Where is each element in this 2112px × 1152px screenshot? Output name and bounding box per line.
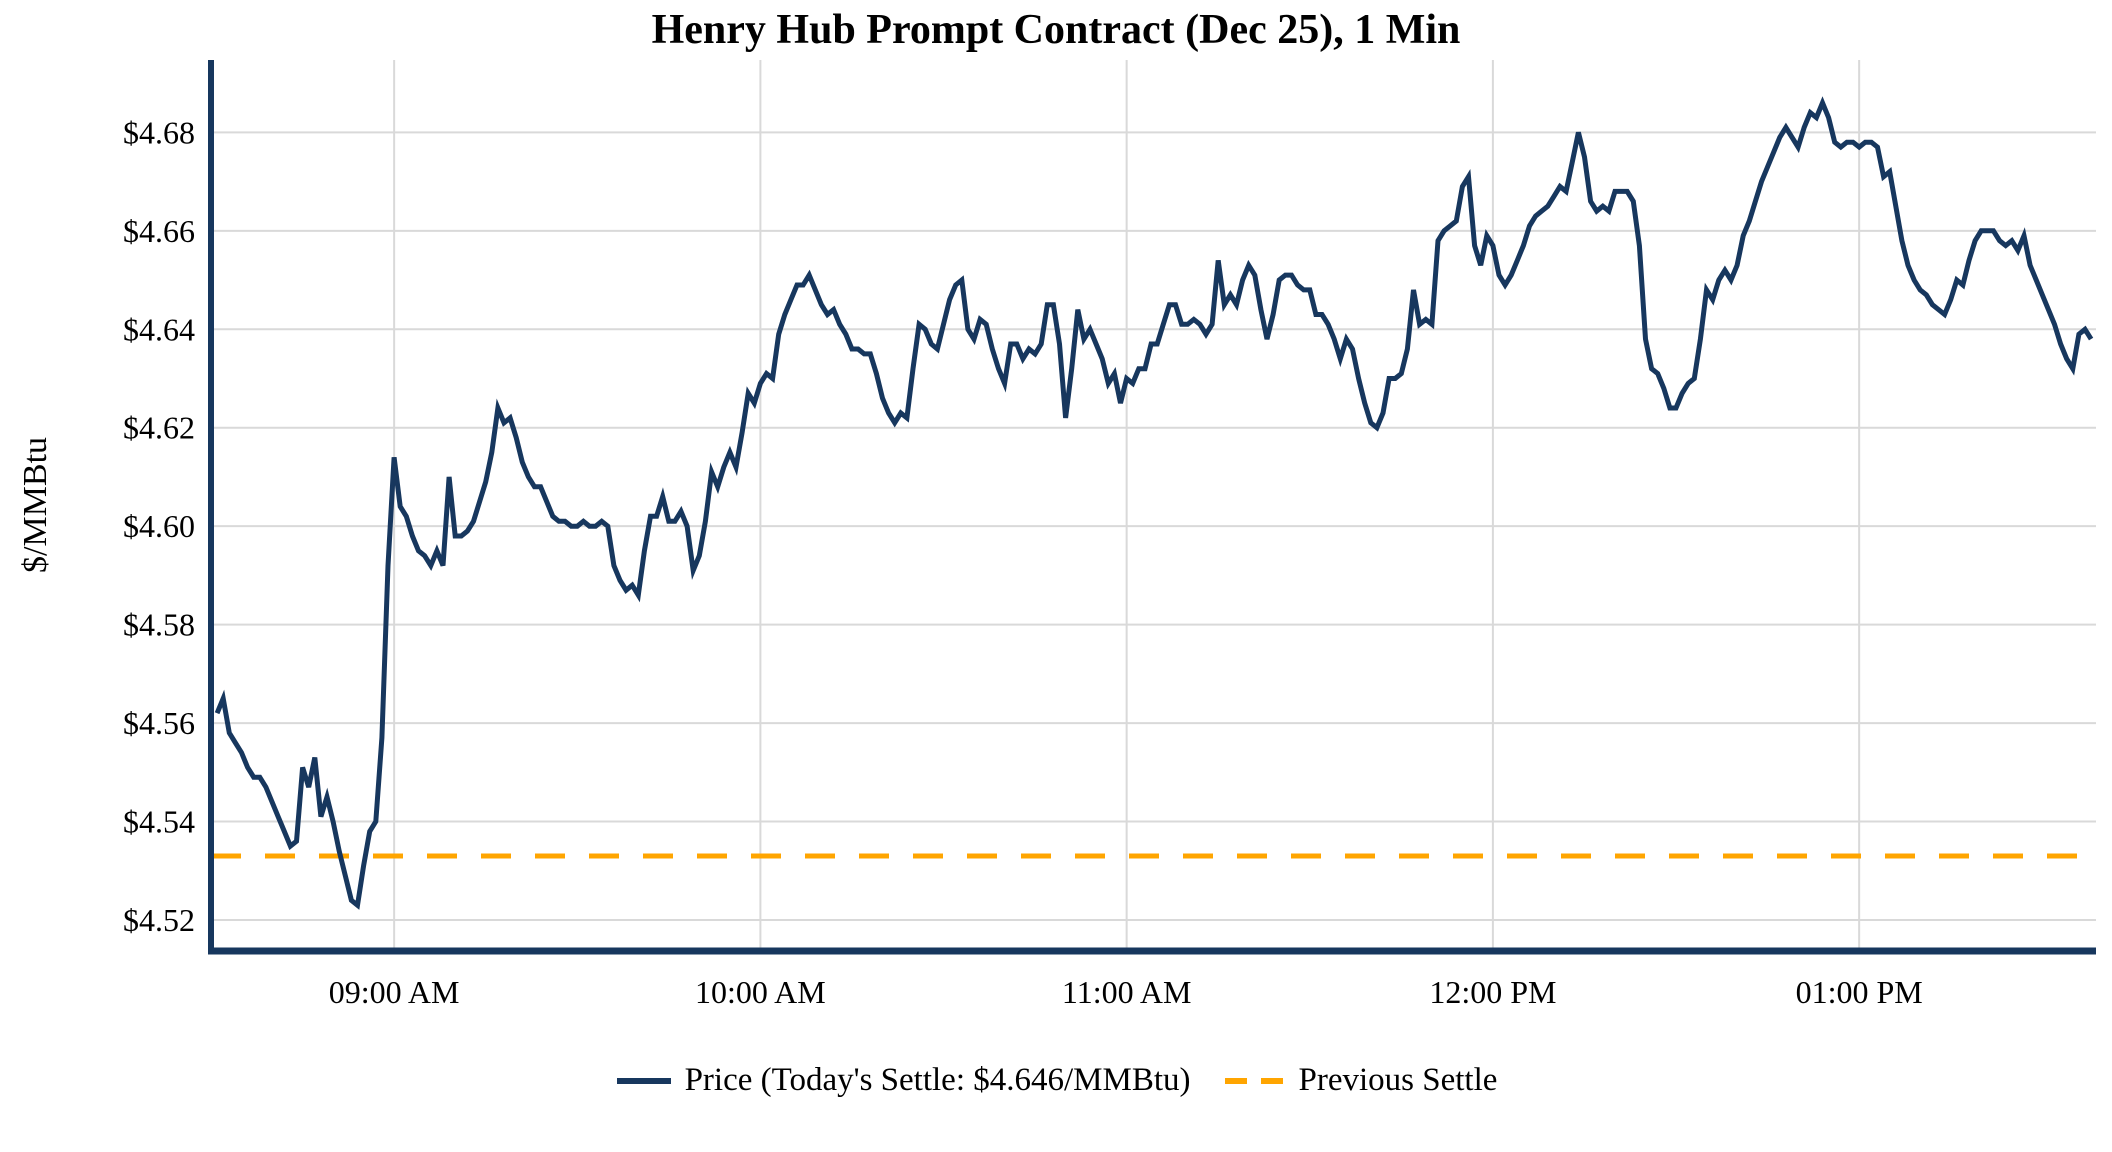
y-tick-label: $4.56 [123, 705, 195, 741]
y-tick-label: $4.58 [123, 607, 195, 643]
price-line-series [214, 96, 2094, 910]
y-tick-label: $4.68 [123, 114, 195, 150]
legend-item-price: Price (Today's Settle: $4.646/MMBtu) [615, 1062, 1191, 1099]
x-tick-label: 01:00 PM [1796, 974, 1923, 1010]
legend: Price (Today's Settle: $4.646/MMBtu) Pre… [0, 1062, 2112, 1099]
x-tick-label: 10:00 AM [695, 974, 826, 1010]
chart-title: Henry Hub Prompt Contract (Dec 25), 1 Mi… [651, 7, 1461, 53]
x-tick-label: 09:00 AM [329, 974, 460, 1010]
y-tick-label: $4.52 [123, 902, 195, 938]
y-tick-label: $4.54 [123, 804, 195, 840]
x-tick-label: 12:00 PM [1429, 974, 1556, 1010]
legend-item-prev-settle: Previous Settle [1223, 1062, 1498, 1099]
horizontal-gridlines [211, 131, 2096, 921]
x-tick-labels: 09:00 AM 10:00 AM 11:00 AM 12:00 PM 01:00 PM [329, 974, 1923, 1010]
legend-label-price: Price (Today's Settle: $4.646/MMBtu) [684, 1062, 1191, 1098]
legend-label-prev-settle: Previous Settle [1298, 1062, 1498, 1098]
y-tick-label: $4.62 [123, 410, 195, 446]
price-line-swatch-icon [616, 1077, 671, 1084]
y-tick-label: $4.66 [123, 213, 195, 249]
y-tick-label: $4.64 [123, 311, 195, 347]
y-tick-label: $4.60 [123, 508, 195, 544]
vertical-gridlines [393, 60, 1861, 951]
y-tick-labels: $4.52 $4.54 $4.56 $4.58 $4.60 $4.62 $4.64 $4.66… [123, 114, 195, 938]
prev-settle-dashed-swatch-icon [1224, 1077, 1285, 1084]
x-tick-label: 11:00 AM [1062, 974, 1192, 1010]
